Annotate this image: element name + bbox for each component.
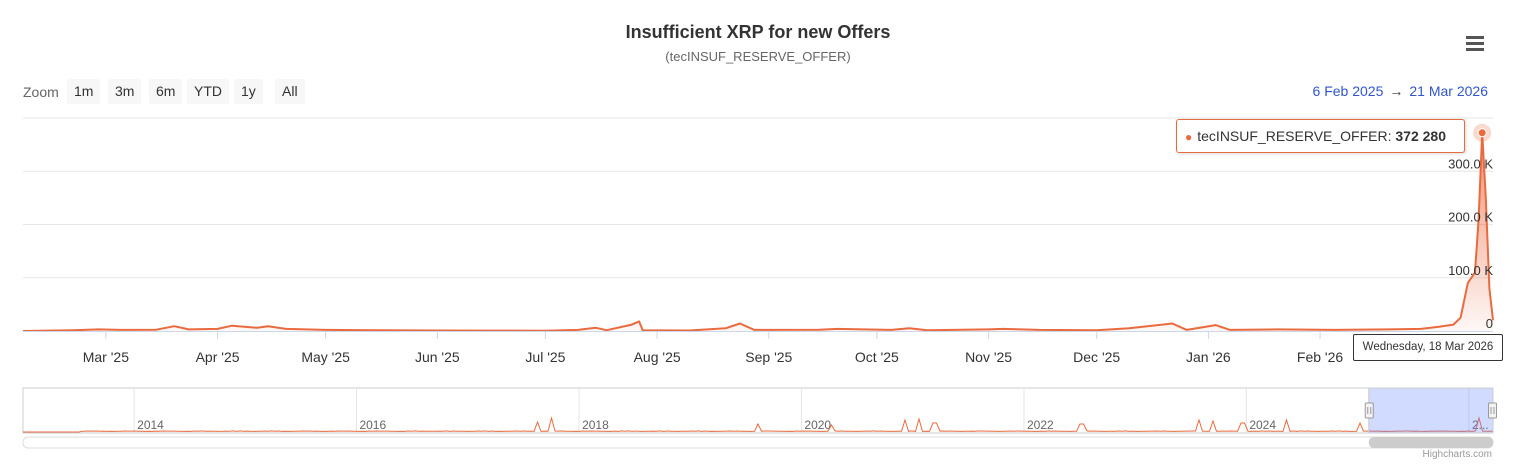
navigator-right-handle[interactable] <box>1488 402 1497 419</box>
range-from-input[interactable]: 6 Feb 2025 <box>1312 83 1384 99</box>
chart-title: Insufficient XRP for new Offers <box>625 22 891 42</box>
y-tick-label: 0 <box>1486 316 1493 331</box>
series-area <box>23 132 1493 331</box>
series-tooltip: ● tecINSUF_RESERVE_OFFER: 372 280 <box>1176 119 1465 153</box>
navigator-tick-label: 2022 <box>1027 418 1054 432</box>
navigator-tick-label: 2024 <box>1249 418 1276 432</box>
navigator-tick-label: 2014 <box>137 418 164 432</box>
tooltip-series-marker: ● <box>1185 130 1193 144</box>
x-tick-label: May '25 <box>301 349 350 365</box>
navigator-tick-label: 2018 <box>582 418 609 432</box>
series-line[interactable] <box>22 131 1494 332</box>
navigator-left-handle[interactable] <box>1364 402 1374 419</box>
chart-subtitle: (tecINSUF_RESERVE_OFFER) <box>665 49 851 64</box>
zoom-3m-button[interactable]: 3m <box>108 79 142 104</box>
zoom-6m-button[interactable]: 6m <box>149 79 183 104</box>
x-tick-label: Oct '25 <box>855 349 899 365</box>
zoom-all-button[interactable]: All <box>275 79 305 104</box>
tooltip-series-name: tecINSUF_RESERVE_OFFER <box>1197 128 1388 144</box>
navigator-frame <box>22 387 1494 434</box>
x-axis-crosshair-label: Wednesday, 18 Mar 2026 <box>1353 334 1503 361</box>
y-tick-label: 200.0 K <box>1448 210 1493 225</box>
x-tick-label: Feb '26 <box>1297 349 1343 365</box>
credits-link[interactable]: Highcharts.com <box>1422 449 1492 460</box>
scrollbar-track[interactable] <box>22 436 1494 449</box>
hamburger-menu-icon[interactable] <box>1464 33 1488 53</box>
range-to-input[interactable]: 21 Mar 2026 <box>1409 83 1488 99</box>
navigator-series <box>23 416 1494 433</box>
hover-point[interactable] <box>1477 128 1487 138</box>
x-tick-label: Aug '25 <box>634 349 681 365</box>
x-tick-label: Apr '25 <box>196 349 240 365</box>
navigator-tick-label: 2020 <box>804 418 831 432</box>
date-range: 6 Feb 2025 → 21 Mar 2026 <box>1313 83 1488 99</box>
navigator-tick-label: 2016 <box>359 418 386 432</box>
y-tick-label: 100.0 K <box>1448 263 1493 278</box>
zoom-1y-button[interactable]: 1y <box>234 79 263 104</box>
x-tick-label: Jan '26 <box>1186 349 1231 365</box>
scrollbar-thumb[interactable] <box>1368 437 1493 448</box>
x-tick-label: Jun '25 <box>415 349 460 365</box>
x-tick-label: Sep '25 <box>745 349 792 365</box>
y-tick-label: 300.0 K <box>1448 156 1493 171</box>
zoom-1m-button[interactable]: 1m <box>67 79 101 104</box>
x-tick-label: Nov '25 <box>965 349 1012 365</box>
x-tick-label: Mar '25 <box>83 349 129 365</box>
zoom-label: Zoom <box>23 84 59 100</box>
navigator-selection[interactable] <box>1368 387 1494 434</box>
x-tick-label: Jul '25 <box>525 349 565 365</box>
x-tick-label: Dec '25 <box>1073 349 1120 365</box>
zoom-ytd-button[interactable]: YTD <box>187 79 229 104</box>
range-arrow: → <box>1389 83 1404 99</box>
tooltip-value: 372 280 <box>1395 128 1446 144</box>
